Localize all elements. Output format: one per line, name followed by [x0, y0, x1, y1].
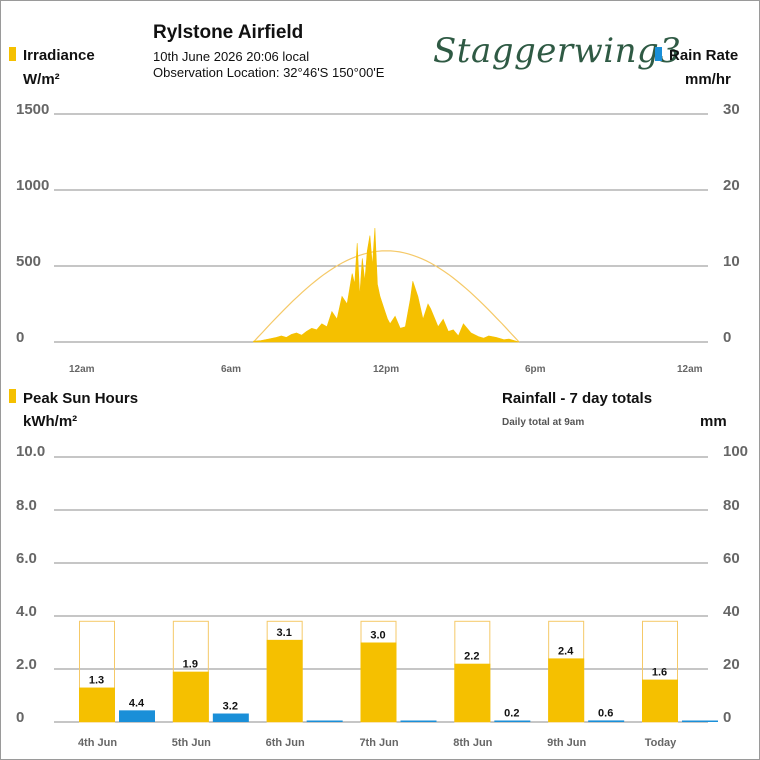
sun-hours-unit: kWh/m² [23, 413, 78, 430]
rainfall-tick-80: 80 [723, 497, 740, 514]
rainfall-unit: mm [700, 413, 727, 430]
x-tick-12pm: 12pm [373, 364, 400, 375]
rain-rate-tick-30: 30 [723, 101, 740, 118]
rain-rate-legend-label: Rain Rate [669, 47, 739, 64]
category-label: 5th Jun [172, 737, 211, 749]
rainfall-data-label: 4.4 [129, 697, 145, 709]
page-title: Rylstone Airfield [153, 22, 304, 43]
sun-hours-data-label: 1.6 [652, 667, 667, 679]
sun-hours-bar [642, 679, 678, 722]
sun-hours-tick-2: 2.0 [16, 656, 37, 673]
sun-hours-data-label: 3.1 [277, 627, 292, 639]
irradiance-tick-1000: 1000 [16, 177, 50, 194]
sun-hours-bar [454, 663, 491, 722]
sun-hours-bar [79, 687, 115, 722]
sun-hours-data-label: 2.4 [558, 645, 574, 657]
category-label: 6th Jun [266, 737, 305, 749]
irradiance-tick-500: 500 [16, 253, 42, 270]
category-label: 9th Jun [547, 737, 586, 749]
sun-hours-tick-0: 0 [16, 709, 25, 726]
irradiance-series-area [253, 227, 520, 343]
sun-hours-legend-label: Peak Sun Hours [23, 390, 139, 407]
irradiance-chart [253, 227, 520, 343]
rainfall-legend-label: Rainfall - 7 day totals [502, 390, 653, 407]
rain-rate-tick-0: 0 [723, 329, 732, 346]
sun-hours-data-label: 1.3 [89, 675, 104, 687]
category-label: Today [645, 737, 677, 749]
irradiance-legend-label: Irradiance [23, 47, 95, 64]
x-tick-6pm: 6pm [525, 364, 546, 375]
rainfall-data-label: 0.2 [504, 708, 519, 720]
rainfall-bar [400, 720, 437, 722]
sun-hours-bar [172, 671, 209, 722]
brand-logo: Staggerwing3 [433, 31, 682, 71]
irradiance-tick-0: 0 [16, 329, 25, 346]
x-tick-6am: 6am [221, 364, 242, 375]
observation-location: Observation Location: 32°46'S 150°00'E [153, 65, 385, 80]
sun-hours-data-label: 1.9 [183, 659, 198, 671]
irradiance-unit: W/m² [23, 71, 60, 88]
sun-hours-data-label: 2.2 [464, 651, 479, 663]
daily-bar-chart: 1.3 4.4 4th Jun 1.9 3.2 5th Jun 3.1 6th Jun 3.0 7… [78, 620, 718, 749]
rain-rate-tick-10: 10 [723, 253, 740, 270]
rainfall-bar [682, 720, 718, 722]
x-tick-12am-start: 12am [69, 364, 95, 375]
sun-hours-tick-8: 8.0 [16, 497, 37, 514]
irradiance-legend-swatch [9, 47, 16, 61]
clear-sky-curve [253, 250, 520, 343]
rainfall-tick-100: 100 [723, 443, 749, 460]
rain-rate-unit: mm/hr [685, 71, 731, 88]
sun-hours-bar [548, 658, 585, 722]
grid-lines [54, 113, 708, 723]
x-tick-12am-end: 12am [677, 364, 703, 375]
category-label: 8th Jun [453, 737, 492, 749]
rainfall-data-label: 0.6 [598, 707, 613, 719]
rainfall-tick-20: 20 [723, 656, 740, 673]
rainfall-bar [306, 720, 343, 722]
sun-hours-bar [266, 639, 303, 722]
rainfall-bar [494, 720, 531, 722]
sun-hours-tick-4: 4.0 [16, 603, 37, 620]
rain-rate-legend-swatch [655, 47, 662, 61]
observation-datetime: 10th June 2026 20:06 local [153, 49, 310, 64]
rainfall-sublabel: Daily total at 9am [502, 417, 585, 428]
rainfall-bar [119, 710, 155, 722]
rainfall-data-label: 3.2 [223, 701, 238, 713]
sun-hours-tick-6: 6.0 [16, 550, 37, 567]
rainfall-tick-0: 0 [723, 709, 732, 726]
irradiance-tick-1500: 1500 [16, 101, 50, 118]
rainfall-tick-40: 40 [723, 603, 740, 620]
rainfall-bar [212, 713, 249, 722]
sun-hours-tick-10: 10.0 [16, 443, 46, 460]
rain-rate-tick-20: 20 [723, 177, 740, 194]
category-label: 4th Jun [78, 737, 117, 749]
rainfall-bar [588, 720, 625, 722]
rainfall-tick-60: 60 [723, 550, 740, 567]
sun-hours-legend-swatch [9, 389, 16, 403]
sun-hours-data-label: 3.0 [370, 630, 385, 642]
sun-hours-bar [360, 642, 397, 722]
category-label: 7th Jun [359, 737, 398, 749]
